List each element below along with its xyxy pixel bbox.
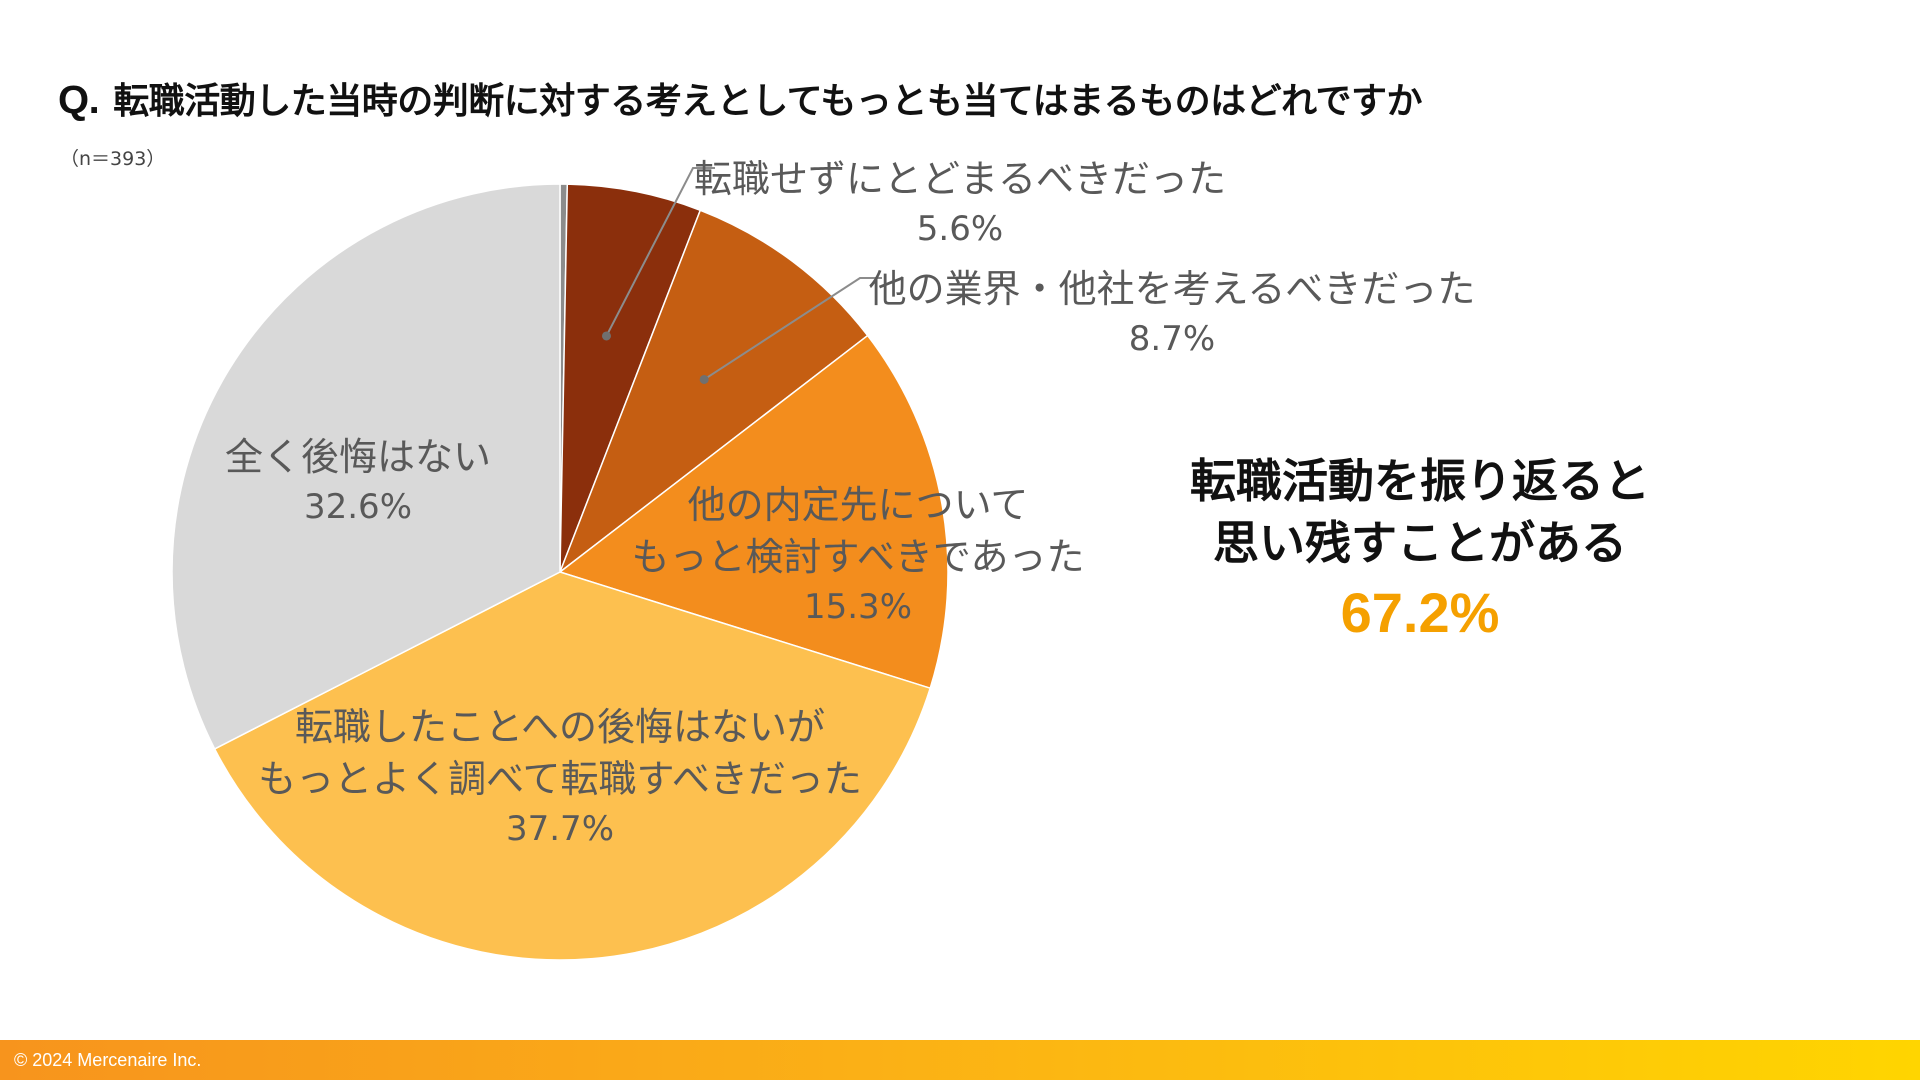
slice-label-consider-other-industries-line-1: 他の業界・他社を考えるべきだった	[869, 267, 1476, 311]
slice-pct-consider-other-industries: 8.7%	[1129, 319, 1215, 359]
leader-line-consider-other-industries	[703, 277, 882, 381]
summary-line-2: 思い残すことがある	[1213, 516, 1627, 570]
pie-slice-consider-other-offers	[558, 334, 949, 690]
slice-label-should-research-more-line-1: 転職したことへの後悔はないが	[295, 705, 825, 749]
summary-line-1: 転職活動を振り返ると	[1190, 454, 1650, 508]
slice-label-no-regret-line-1: 全く後悔はない	[225, 435, 491, 479]
leader-line-should-not-change-job	[605, 167, 715, 337]
question-prefix: Q.	[58, 78, 100, 122]
pie-slice-should-research-more	[213, 571, 932, 961]
slice-pct-consider-other-offers: 15.3%	[804, 587, 912, 627]
slice-label-should-not-change-job-line-1: 転職せずにとどまるべきだった	[694, 157, 1226, 201]
question-text: 転職活動した当時の判断に対する考えとしてもっとも当てはまるものはどれですか	[113, 81, 1423, 122]
slice-pct-should-research-more: 37.7%	[506, 809, 614, 849]
slice-label-should-research-more-line-2: もっとよく調べて転職すべきだった	[258, 757, 862, 801]
pie-slice-should-not-change-job	[559, 183, 702, 573]
slice-pct-should-not-change-job: 5.6%	[917, 209, 1003, 249]
leader-dot-should-not-change-job	[601, 331, 611, 341]
summary-value: 67.2%	[1340, 581, 1500, 644]
slice-label-consider-other-offers-line-1: 他の内定先について	[688, 483, 1029, 527]
slice-pct-no-regret: 32.6%	[304, 487, 412, 527]
pie-slice-no-regret	[171, 183, 561, 750]
slice-label-consider-other-offers-line-2: もっと検討すべきであった	[632, 535, 1085, 579]
leader-lines	[601, 167, 882, 384]
summary-callout: 転職活動を振り返ると 思い残すことがある 67.2%	[1120, 450, 1720, 648]
leader-dot-consider-other-industries	[699, 374, 709, 384]
sample-size: （n＝393）	[60, 148, 166, 170]
pie-slices	[171, 183, 949, 961]
pie-chart: 転職せずにとどまるべきだった 5.6% 他の業界・他社を考えるべきだった 8.7% 他の…	[171, 157, 1475, 961]
footer-bar: © 2024 Mercenaire Inc.	[0, 1040, 1920, 1080]
copyright-text: © 2024 Mercenaire Inc.	[14, 1050, 202, 1070]
pie-slice-consider-other-industries	[558, 209, 869, 575]
page-title: Q. 転職活動した当時の判断に対する考えとしてもっとも当てはまるものはどれですか	[58, 72, 1423, 124]
slice-labels: 転職せずにとどまるべきだった 5.6% 他の業界・他社を考えるべきだった 8.7% 他の…	[225, 157, 1475, 849]
